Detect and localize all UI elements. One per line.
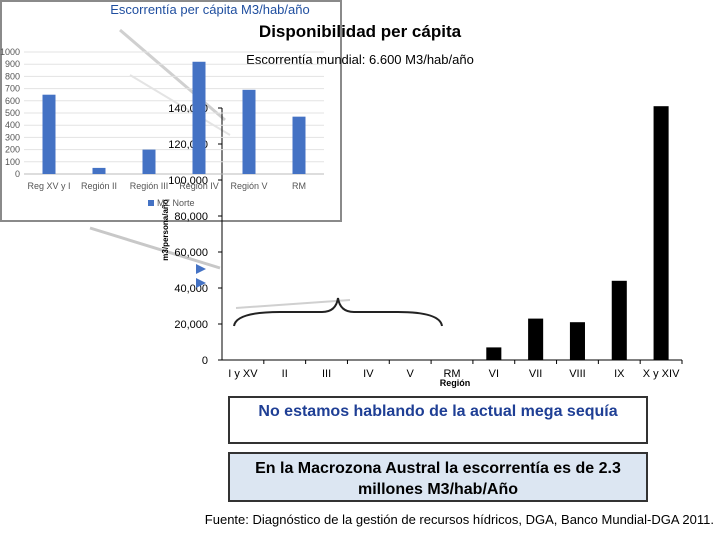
note-box-austral: En la Macrozona Austral la escorrentía e…	[228, 452, 648, 502]
y-tick-label: 20,000	[174, 319, 208, 331]
inset-x-tick-label: Reg XV y I	[27, 181, 70, 191]
bar	[653, 106, 669, 360]
y-tick-label: 80,000	[174, 211, 208, 223]
inset-y-tick-label: 900	[5, 59, 20, 69]
bar	[486, 347, 502, 360]
source-caption: Fuente: Diagnóstico de la gestión de rec…	[204, 512, 714, 527]
inset-bar-chart: 0 100 200 300 400 500 600 700 800 900 1000 Reg XV y…	[0, 47, 324, 208]
inset-y-tick-label: 800	[5, 71, 20, 81]
inset-x-tick-label: Región III	[130, 181, 169, 191]
y-tick-label: 60,000	[174, 247, 208, 259]
inset-y-tick-label: 1000	[0, 47, 20, 57]
inset-y-tick-label: 700	[5, 84, 20, 94]
inset-bar	[192, 61, 206, 175]
bar	[611, 280, 627, 360]
note-box-drought: No estamos hablando de la actual mega se…	[228, 396, 648, 444]
inset-chart-title: Escorrentía per cápita M3/hab/año	[110, 2, 310, 17]
inset-legend-label: MZ Norte	[157, 198, 195, 208]
x-tick-label: X y XIV	[643, 368, 680, 380]
x-tick-label: VII	[529, 368, 542, 380]
inset-y-tick-label: 600	[5, 96, 20, 106]
inset-bar	[142, 149, 156, 174]
x-tick-label: I y XV	[228, 368, 258, 380]
y-tick-label: 100,000	[168, 175, 208, 187]
y-tick-label: 0	[202, 355, 208, 367]
x-tick-label: III	[322, 368, 331, 380]
region-brace	[233, 297, 443, 327]
arrow-marker-icon	[196, 278, 206, 288]
x-tick-label: VI	[489, 368, 499, 380]
arrow-marker-icon	[196, 264, 206, 274]
bar	[528, 318, 544, 360]
inset-y-tick-label: 500	[5, 108, 20, 118]
x-tick-label: VIII	[569, 368, 586, 380]
x-tick-label: V	[407, 368, 415, 380]
inset-bar	[42, 94, 56, 174]
slide-subtitle: Escorrentía mundial: 6.600 M3/hab/año	[246, 52, 474, 67]
inset-x-tick-label: Región IV	[179, 181, 219, 191]
inset-bar	[92, 167, 106, 174]
x-tick-label: RM	[443, 368, 460, 380]
x-tick-label: IX	[614, 368, 625, 380]
inset-bar	[242, 89, 256, 174]
y-tick-label: 40,000	[174, 283, 208, 295]
x-tick-label: IV	[363, 368, 374, 380]
inset-x-tick-label: RM	[292, 181, 306, 191]
x-tick-label: II	[282, 368, 288, 380]
slide-title: Disponibilidad per cápita	[258, 22, 462, 41]
bar	[569, 322, 585, 360]
inset-x-tick-label: Región V	[230, 181, 267, 191]
inset-y-tick-label: 200	[5, 145, 20, 155]
inset-y-tick-label: 0	[15, 169, 20, 179]
inset-x-tick-label: Región II	[81, 181, 117, 191]
x-axis-label: Región	[440, 378, 471, 388]
inset-bar	[292, 116, 306, 174]
inset-y-tick-label: 100	[5, 157, 20, 167]
inset-legend-swatch	[148, 200, 154, 206]
inset-chart-panel: Escorrentía per cápita M3/hab/año 0 100 20…	[0, 0, 342, 222]
inset-y-tick-label: 300	[5, 132, 20, 142]
inset-y-tick-label: 400	[5, 120, 20, 130]
y-axis-label: m3/persona/año	[161, 199, 170, 260]
